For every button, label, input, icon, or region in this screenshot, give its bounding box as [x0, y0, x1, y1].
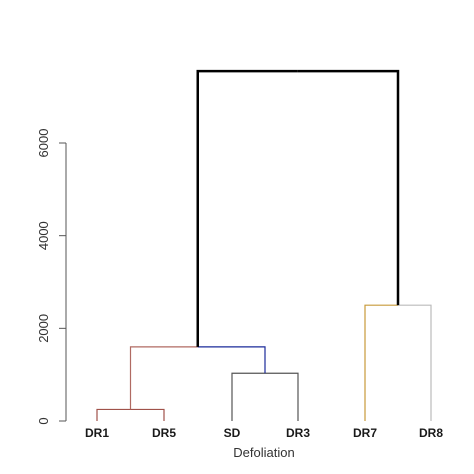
dendrogram-branch-m4-right — [398, 304, 432, 421]
leaf-labels: DR1 DR5 SD DR3 DR7 DR8 — [85, 426, 443, 440]
x-axis-title: Defoliation — [233, 445, 294, 460]
leaf-label-dr3: DR3 — [286, 426, 310, 440]
dendrogram-branches — [96, 69, 432, 421]
y-tick-label: 6000 — [36, 129, 51, 158]
y-tick-label: 0 — [36, 417, 51, 424]
dendrogram-branch-m5-right — [297, 69, 400, 306]
dendrogram-branch-m3-right — [197, 346, 266, 374]
dendrogram-branch-m2-right — [265, 372, 299, 421]
dendrogram-branch-m1-left — [96, 408, 131, 421]
leaf-label-sd: SD — [224, 426, 241, 440]
dendrogram-branch-m1-right — [130, 408, 165, 421]
dendrogram-branch-m2-left — [231, 372, 265, 421]
dendrogram-branch-m5-left — [196, 69, 298, 347]
leaf-label-dr7: DR7 — [353, 426, 377, 440]
dendrogram-branch-m4-left — [364, 304, 398, 421]
leaf-label-dr1: DR1 — [85, 426, 109, 440]
y-axis: 0 2000 4000 6000 — [36, 129, 67, 425]
leaf-label-dr8: DR8 — [419, 426, 443, 440]
y-tick-label: 2000 — [36, 314, 51, 343]
dendrogram-branch-m3-left — [129, 346, 198, 410]
leaf-label-dr5: DR5 — [152, 426, 176, 440]
y-tick-label: 4000 — [36, 221, 51, 250]
